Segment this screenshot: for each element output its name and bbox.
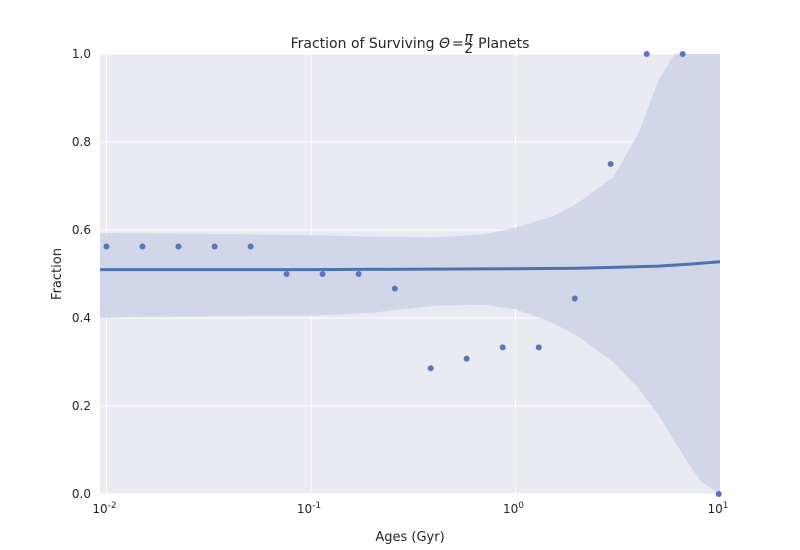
data-point xyxy=(607,161,614,167)
data-point xyxy=(535,344,542,351)
y-tick-label: 0.2 xyxy=(72,399,91,413)
y-tick-labels: 0.0 0.2 0.4 0.6 0.8 1.0 xyxy=(72,47,91,501)
y-axis-label: Fraction xyxy=(50,248,65,300)
svg-text:π: π xyxy=(465,30,474,46)
y-tick-label: 0.0 xyxy=(72,487,91,501)
chart-title: Fraction of Surviving Θ = xyxy=(291,36,464,52)
data-point xyxy=(103,243,110,250)
svg-text:2: 2 xyxy=(464,41,473,57)
data-point xyxy=(715,491,722,497)
data-point xyxy=(355,271,362,277)
confidence-band xyxy=(100,54,720,494)
title-fraction: π 2 xyxy=(464,30,473,57)
data-point xyxy=(391,285,398,292)
x-tick-label: 101 xyxy=(707,501,728,516)
x-tick-label: 10-1 xyxy=(297,501,321,516)
data-point xyxy=(211,243,218,250)
data-points xyxy=(103,51,722,497)
y-tick-label: 0.8 xyxy=(72,135,91,149)
data-point xyxy=(319,271,326,277)
data-point xyxy=(499,344,506,351)
y-tick-label: 1.0 xyxy=(72,47,91,61)
regression-line xyxy=(100,260,721,272)
data-point xyxy=(175,243,182,250)
data-point xyxy=(679,51,686,57)
x-axis-label: Ages (Gyr) xyxy=(375,530,444,545)
x-tick-label: 10-2 xyxy=(92,501,116,516)
data-point xyxy=(643,51,650,57)
data-point xyxy=(427,365,434,372)
y-tick-label: 0.6 xyxy=(72,223,91,237)
data-point xyxy=(247,243,254,250)
data-point xyxy=(463,355,470,362)
data-point xyxy=(139,243,146,250)
x-tick-labels: 10-2 10-1 100 101 xyxy=(92,501,728,516)
data-point xyxy=(571,295,578,302)
y-tick-label: 0.4 xyxy=(72,311,91,325)
chart-title-suffix: Planets xyxy=(474,36,530,52)
x-tick-label: 100 xyxy=(503,501,524,516)
data-point xyxy=(283,271,290,277)
